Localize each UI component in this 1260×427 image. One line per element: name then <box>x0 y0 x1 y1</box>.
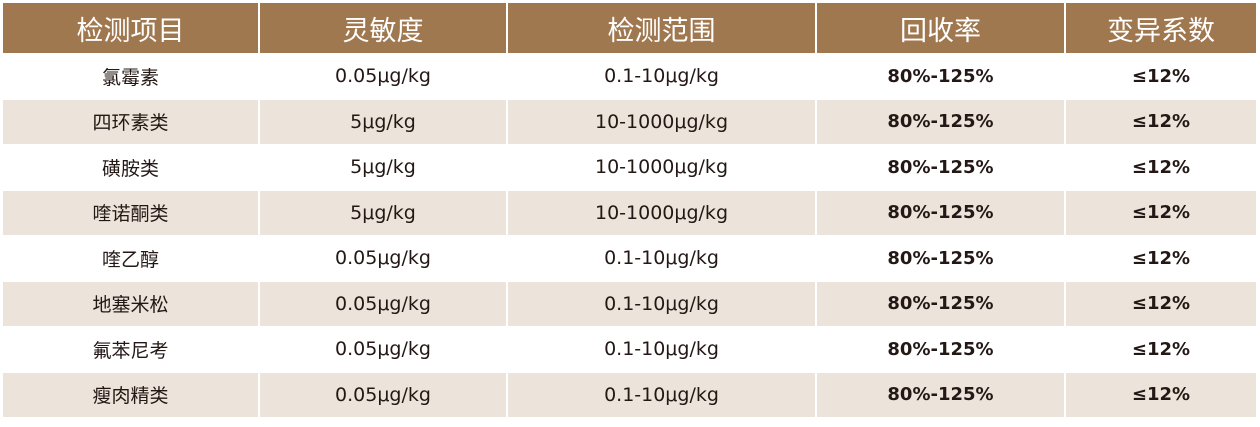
cell-recovery: 80%-125% <box>817 98 1066 144</box>
cell-sensitivity: 5μg/kg <box>260 144 508 190</box>
cell-item: 氯霉素 <box>3 53 260 99</box>
cell-cv: ≤12% <box>1066 189 1256 235</box>
table-row: 喹诺酮类 5μg/kg 10-1000μg/kg 80%-125% ≤12% <box>3 189 1256 235</box>
cell-sensitivity: 5μg/kg <box>260 189 508 235</box>
column-header-cv: 变异系数 <box>1066 3 1256 53</box>
column-header-recovery: 回收率 <box>817 3 1066 53</box>
cell-range: 0.1-10μg/kg <box>508 371 817 417</box>
table-row: 喹乙醇 0.05μg/kg 0.1-10μg/kg 80%-125% ≤12% <box>3 235 1256 281</box>
table-row: 氯霉素 0.05μg/kg 0.1-10μg/kg 80%-125% ≤12% <box>3 53 1256 99</box>
cell-item: 磺胺类 <box>3 144 260 190</box>
cell-item: 喹诺酮类 <box>3 189 260 235</box>
cell-item: 地塞米松 <box>3 280 260 326</box>
cell-range: 0.1-10μg/kg <box>508 53 817 99</box>
cell-cv: ≤12% <box>1066 280 1256 326</box>
cell-sensitivity: 0.05μg/kg <box>260 280 508 326</box>
table-header-row: 检测项目 灵敏度 检测范围 回收率 变异系数 <box>3 3 1256 53</box>
cell-sensitivity: 0.05μg/kg <box>260 53 508 99</box>
cell-item: 四环素类 <box>3 98 260 144</box>
table-row: 磺胺类 5μg/kg 10-1000μg/kg 80%-125% ≤12% <box>3 144 1256 190</box>
cell-sensitivity: 0.05μg/kg <box>260 235 508 281</box>
cell-cv: ≤12% <box>1066 326 1256 372</box>
table-row: 四环素类 5μg/kg 10-1000μg/kg 80%-125% ≤12% <box>3 98 1256 144</box>
cell-sensitivity: 5μg/kg <box>260 98 508 144</box>
cell-recovery: 80%-125% <box>817 53 1066 99</box>
cell-range: 0.1-10μg/kg <box>508 280 817 326</box>
cell-recovery: 80%-125% <box>817 280 1066 326</box>
column-header-sensitivity: 灵敏度 <box>260 3 508 53</box>
cell-recovery: 80%-125% <box>817 144 1066 190</box>
cell-cv: ≤12% <box>1066 98 1256 144</box>
cell-range: 10-1000μg/kg <box>508 144 817 190</box>
table-row: 瘦肉精类 0.05μg/kg 0.1-10μg/kg 80%-125% ≤12% <box>3 371 1256 417</box>
cell-range: 0.1-10μg/kg <box>508 326 817 372</box>
cell-recovery: 80%-125% <box>817 371 1066 417</box>
cell-item: 瘦肉精类 <box>3 371 260 417</box>
cell-recovery: 80%-125% <box>817 235 1066 281</box>
cell-range: 10-1000μg/kg <box>508 98 817 144</box>
cell-item: 氟苯尼考 <box>3 326 260 372</box>
cell-recovery: 80%-125% <box>817 326 1066 372</box>
cell-cv: ≤12% <box>1066 235 1256 281</box>
cell-sensitivity: 0.05μg/kg <box>260 326 508 372</box>
cell-cv: ≤12% <box>1066 371 1256 417</box>
cell-range: 0.1-10μg/kg <box>508 235 817 281</box>
cell-cv: ≤12% <box>1066 144 1256 190</box>
detection-spec-table: 检测项目 灵敏度 检测范围 回收率 变异系数 氯霉素 0.05μg/kg 0.1-10μg/… <box>3 3 1256 417</box>
table-row: 氟苯尼考 0.05μg/kg 0.1-10μg/kg 80%-125% ≤12% <box>3 326 1256 372</box>
cell-item: 喹乙醇 <box>3 235 260 281</box>
cell-recovery: 80%-125% <box>817 189 1066 235</box>
cell-sensitivity: 0.05μg/kg <box>260 371 508 417</box>
column-header-range: 检测范围 <box>508 3 817 53</box>
cell-cv: ≤12% <box>1066 53 1256 99</box>
column-header-item: 检测项目 <box>3 3 260 53</box>
cell-range: 10-1000μg/kg <box>508 189 817 235</box>
table-row: 地塞米松 0.05μg/kg 0.1-10μg/kg 80%-125% ≤12% <box>3 280 1256 326</box>
